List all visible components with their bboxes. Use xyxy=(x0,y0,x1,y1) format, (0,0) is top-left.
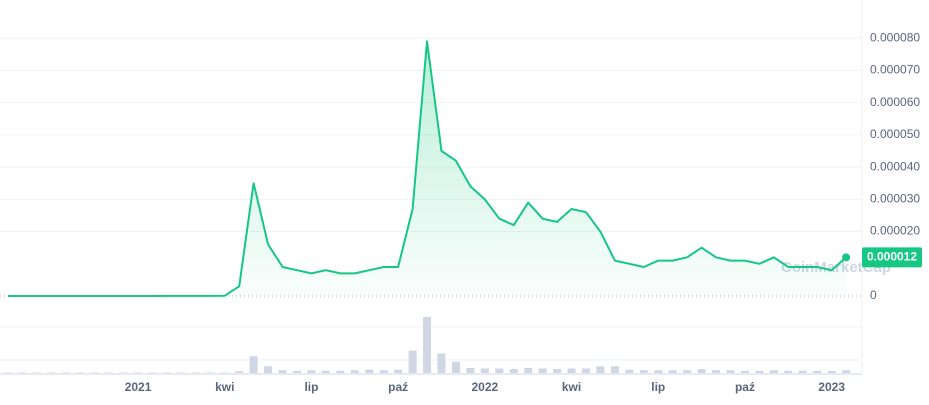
volume-bar xyxy=(740,370,749,373)
volume-bar xyxy=(509,369,518,373)
volume-bar xyxy=(451,361,460,373)
volume-bar xyxy=(336,370,345,373)
y-tick-label: 0.000020 xyxy=(870,224,920,238)
y-tick-label: 0.000030 xyxy=(870,192,920,206)
volume-bar xyxy=(798,370,807,373)
volume-bar xyxy=(769,370,778,373)
volume-bar xyxy=(264,366,273,373)
volume-bar xyxy=(842,370,851,373)
price-line xyxy=(8,40,847,297)
x-tick-label: lip xyxy=(304,380,318,394)
volume-bar xyxy=(76,372,85,373)
volume-bar xyxy=(32,372,41,373)
y-tick-label: 0.000060 xyxy=(870,95,920,109)
price-area xyxy=(8,41,847,297)
volume-bar xyxy=(726,370,735,373)
volume-bar xyxy=(524,367,533,373)
x-tick-label: paź xyxy=(388,380,408,394)
volume-bar xyxy=(379,370,388,373)
x-tick-label: 2023 xyxy=(818,380,845,394)
volume-bar xyxy=(249,356,258,373)
x-tick-label: kwi xyxy=(215,380,234,394)
volume-bar xyxy=(61,372,70,373)
y-tick-label: 0.000050 xyxy=(870,127,920,141)
x-tick-label: 2022 xyxy=(471,380,498,394)
volume-bar xyxy=(437,353,446,373)
volume-bar xyxy=(639,370,648,373)
volume-bar xyxy=(668,370,677,373)
volume-bar xyxy=(293,370,301,373)
volume-bar xyxy=(827,370,836,373)
volume-bar xyxy=(148,372,157,373)
volume-bar xyxy=(4,372,12,373)
volume-bar xyxy=(394,369,403,373)
volume-bar xyxy=(162,372,171,373)
volume-bar xyxy=(206,372,215,373)
volume-bar xyxy=(321,370,330,373)
x-tick-label: lip xyxy=(651,380,665,394)
last-price-dot xyxy=(842,253,851,262)
volume-bar xyxy=(654,370,663,373)
volume-bar xyxy=(466,367,475,373)
volume-bar xyxy=(495,368,504,373)
volume-bar xyxy=(596,366,605,373)
volume-bar xyxy=(625,369,634,373)
volume-bar xyxy=(813,370,822,373)
volume-bar xyxy=(423,317,432,373)
y-tick-label: 0.000040 xyxy=(870,159,920,173)
x-tick-label: 2021 xyxy=(125,380,152,394)
volume-bar xyxy=(755,370,764,373)
y-tick-label: 0.000080 xyxy=(870,30,920,44)
volume-bar xyxy=(177,372,186,373)
x-tick-label: kwi xyxy=(562,380,581,394)
volume-bar xyxy=(610,366,619,373)
volume-bar xyxy=(784,370,793,373)
volume-bar xyxy=(18,372,27,373)
volume-bar xyxy=(278,370,287,373)
volume-bar xyxy=(235,371,244,373)
volume-bar xyxy=(220,372,229,373)
volume-bar xyxy=(119,372,128,373)
volume-bar xyxy=(105,372,114,373)
volume-bar xyxy=(567,368,576,373)
volume-bar xyxy=(582,368,590,373)
volume-bar xyxy=(350,370,359,373)
volume-bar xyxy=(307,370,316,373)
x-tick-label: paź xyxy=(735,380,755,394)
volume-bar xyxy=(480,368,489,373)
volume-bar xyxy=(47,372,56,373)
volume-bar xyxy=(553,369,562,373)
price-badge: 0.000012 xyxy=(867,250,917,264)
volume-bar xyxy=(697,369,706,373)
volume-bar xyxy=(683,370,692,373)
y-tick-label: 0 xyxy=(870,288,877,302)
volume-bar xyxy=(408,350,417,373)
volume-bar xyxy=(90,372,99,373)
volume-bar xyxy=(365,369,374,373)
volume-bar xyxy=(538,368,547,373)
y-tick-label: 0.000070 xyxy=(870,63,920,77)
volume-bar xyxy=(712,370,721,373)
volume-bar xyxy=(134,372,143,373)
price-badge-bg xyxy=(862,247,922,268)
volume-bar xyxy=(191,372,200,373)
